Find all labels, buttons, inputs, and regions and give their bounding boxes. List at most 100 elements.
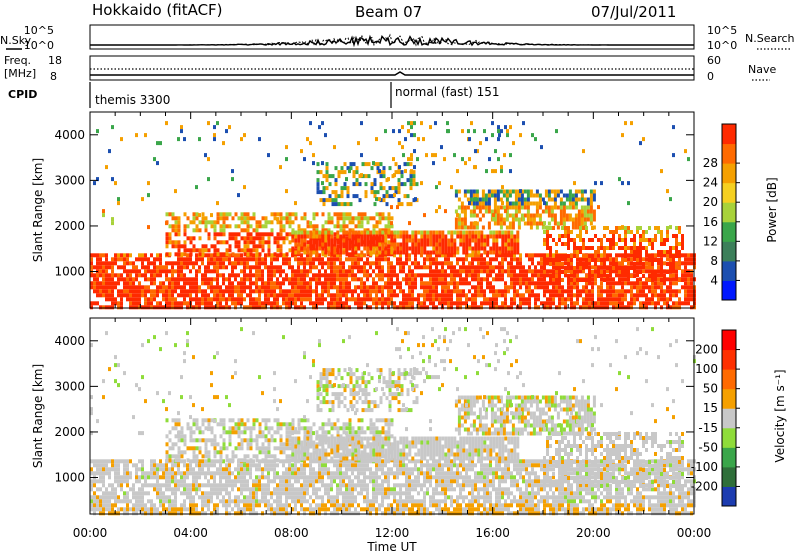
power-cell	[240, 285, 243, 290]
velocity-cell	[279, 475, 282, 480]
velocity-cell	[252, 463, 255, 468]
power-colorbar-swatch	[722, 202, 736, 223]
power-cell	[111, 269, 114, 274]
velocity-cell	[141, 467, 144, 472]
power-cell	[435, 257, 438, 262]
power-cell	[144, 265, 147, 270]
power-cell	[180, 252, 184, 257]
power-cell	[513, 273, 516, 278]
power-cell	[546, 258, 549, 262]
power-cell	[410, 121, 413, 126]
power-cell	[516, 234, 520, 239]
power-cell	[496, 197, 500, 202]
power-cell	[156, 269, 159, 274]
power-cell	[399, 281, 402, 286]
power-cell	[324, 230, 328, 235]
power-cell	[684, 269, 687, 274]
power-cell	[243, 185, 246, 190]
velocity-cell	[99, 511, 102, 516]
power-cell	[585, 274, 588, 278]
power-cell	[588, 258, 591, 262]
power-cell	[255, 277, 258, 282]
velocity-cell	[93, 503, 96, 508]
power-cell	[474, 293, 477, 298]
power-cell	[345, 242, 349, 247]
power-cell	[574, 197, 578, 202]
power-cell	[261, 224, 265, 229]
power-cell	[297, 281, 300, 286]
power-cell	[574, 221, 578, 226]
power-cell	[189, 293, 192, 298]
power-cell	[345, 269, 348, 274]
power-cell	[396, 273, 399, 278]
power-cell	[222, 293, 225, 298]
power-cell	[375, 293, 378, 298]
power-cell	[342, 212, 346, 217]
power-cell	[399, 234, 403, 239]
power-cell	[297, 224, 301, 229]
power-cell	[384, 234, 388, 239]
power-cell	[582, 242, 585, 246]
power-cell	[156, 273, 159, 278]
velocity-cell	[273, 463, 276, 468]
power-cell	[564, 266, 567, 270]
power-cell	[407, 157, 410, 162]
power-cell	[300, 285, 303, 290]
power-cell	[393, 265, 396, 270]
power-cell	[600, 277, 603, 282]
power-cell	[576, 285, 579, 290]
velocity-cell	[192, 487, 195, 492]
power-cell	[345, 273, 348, 278]
velocity-cell	[300, 507, 303, 512]
power-cell	[381, 250, 385, 255]
power-cell	[204, 220, 208, 225]
power-cell	[270, 289, 273, 294]
power-cell	[630, 253, 633, 258]
velocity-cell	[201, 491, 204, 496]
power-cell	[297, 273, 300, 278]
power-cell	[243, 273, 246, 278]
power-cell	[330, 230, 334, 235]
power-cell	[600, 285, 603, 290]
power-cell	[171, 240, 175, 245]
power-cell	[213, 137, 216, 142]
power-cell	[171, 261, 174, 266]
power-cell	[132, 297, 135, 302]
power-cell	[543, 254, 546, 258]
power-cell	[348, 252, 352, 257]
velocity-cell	[132, 507, 135, 512]
power-cell	[360, 265, 363, 270]
power-cell	[618, 253, 621, 258]
power-cell	[516, 246, 520, 251]
power-cell	[135, 297, 138, 302]
power-cell	[309, 221, 312, 226]
power-cell	[459, 234, 463, 239]
power-cell	[579, 226, 582, 230]
power-cell	[336, 257, 339, 262]
power-cell	[574, 217, 578, 222]
power-cell	[582, 238, 585, 242]
power-cell	[207, 285, 210, 290]
velocity-cell	[234, 467, 237, 472]
power-cell	[111, 273, 114, 278]
power-cell	[219, 240, 223, 245]
power-cell	[288, 281, 291, 286]
velocity-cell	[129, 459, 132, 464]
power-cell	[538, 221, 542, 226]
power-cell	[645, 261, 648, 266]
power-cell	[426, 289, 429, 294]
power-cell	[285, 277, 288, 282]
power-cell	[198, 252, 202, 257]
power-cell	[444, 250, 448, 255]
power-cell	[606, 293, 609, 298]
power-cell	[201, 301, 204, 306]
velocity-cell	[294, 475, 297, 480]
power-cell	[156, 257, 159, 262]
power-cell	[204, 253, 207, 258]
power-cell	[663, 261, 666, 266]
power-cell	[261, 289, 264, 294]
power-cell	[309, 297, 312, 302]
power-cell	[372, 161, 375, 166]
velocity-cell	[165, 463, 168, 468]
power-cell	[360, 285, 363, 290]
